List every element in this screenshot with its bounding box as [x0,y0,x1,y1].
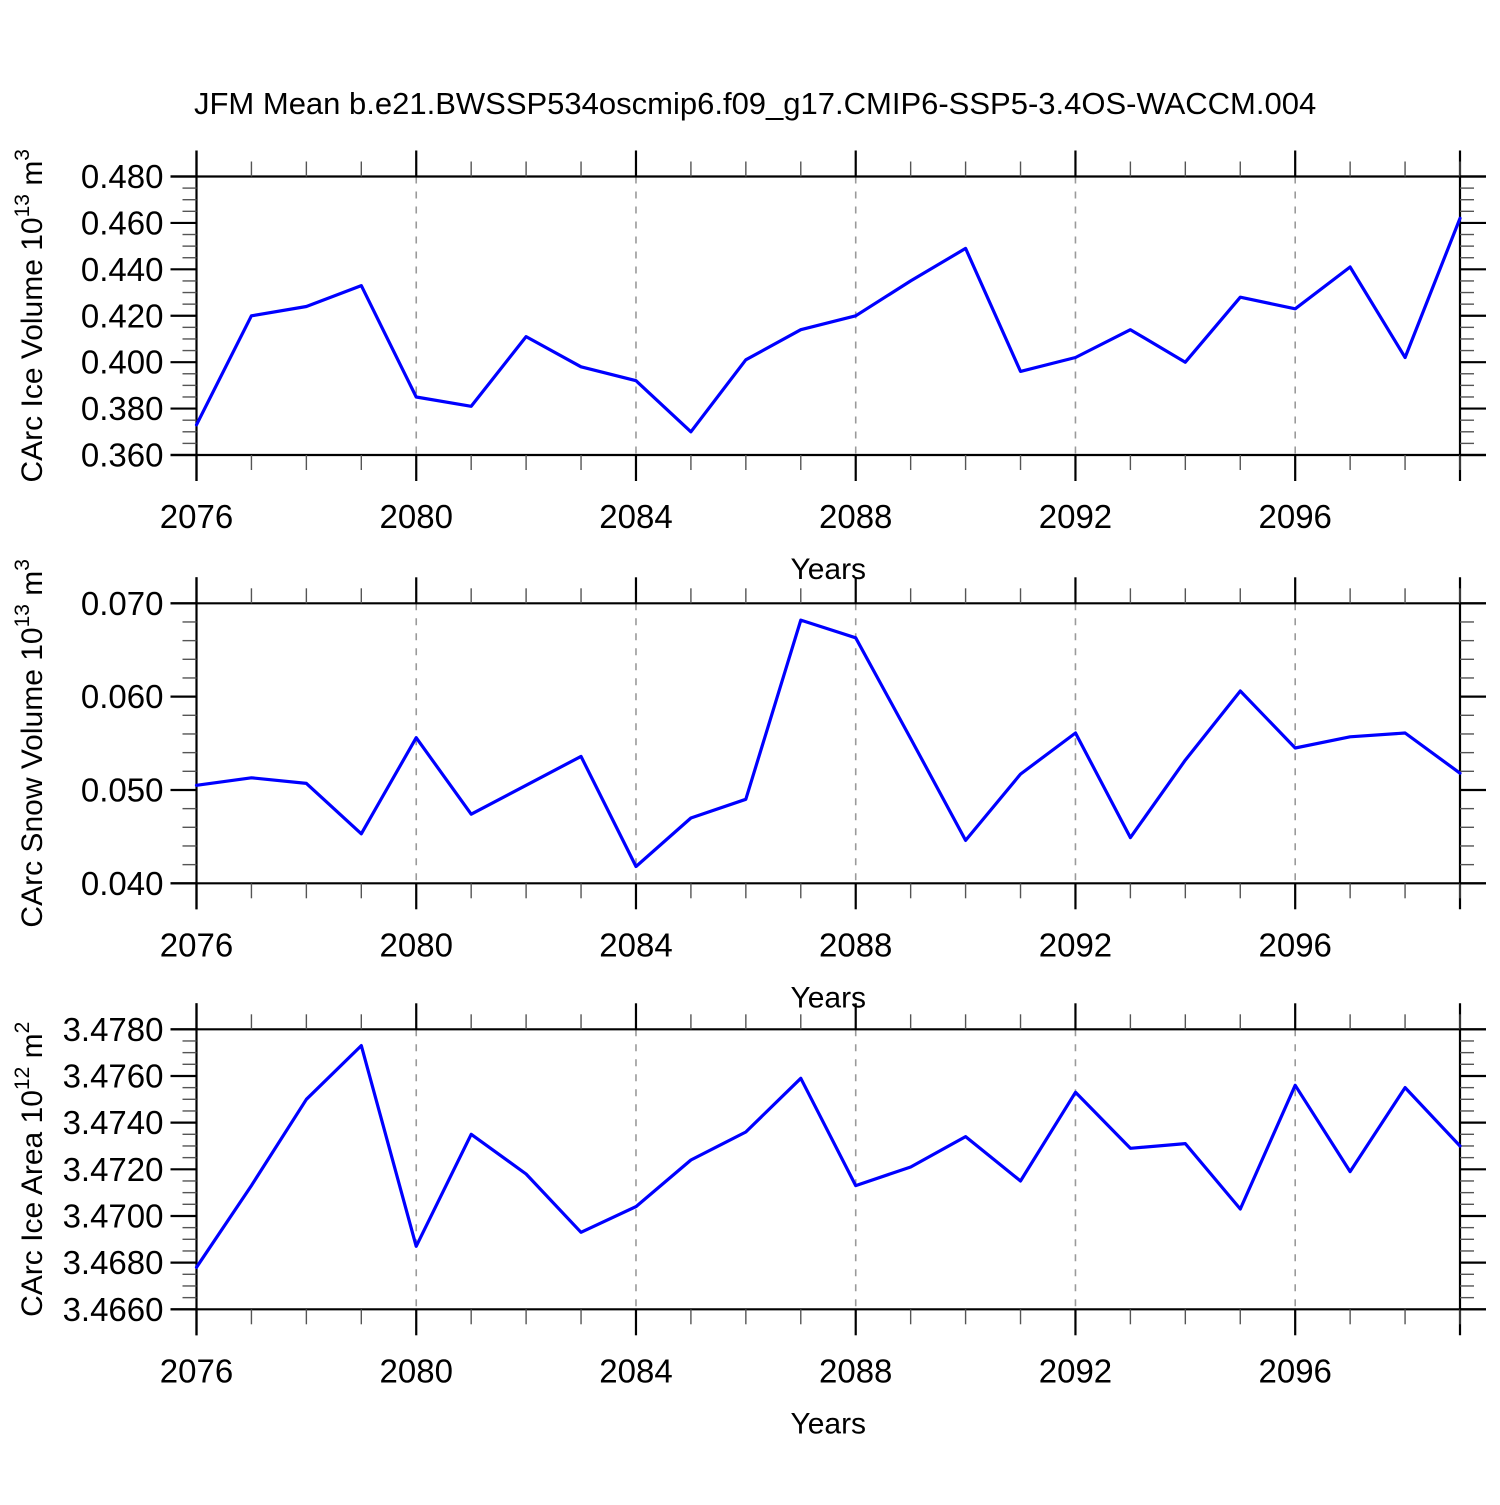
x-tick-label: 2088 [819,1352,892,1389]
x-axis-title: Years [790,1407,866,1440]
x-tick-label: 2096 [1258,926,1331,963]
x-tick-label: 2076 [160,1352,233,1389]
y-tick-label: 3.4720 [63,1151,164,1188]
y-tick-label: 0.040 [81,865,164,902]
y-tick-label: 0.380 [81,390,164,427]
panel-carc-ice-volume: 0.360 0.380 0.400 0.420 0.440 0.460 0.480 2076 2… [11,149,1486,586]
data-line-carc-ice-volume [194,216,1462,434]
y-tick-label: 0.070 [81,585,164,622]
y-tick-label: 3.4780 [63,1011,164,1048]
x-tick-label: 2080 [380,498,453,535]
y-tick-label: 0.480 [81,158,164,195]
x-tick-label: 2088 [819,926,892,963]
panel-carc-snow-volume: 0.040 0.050 0.060 0.070 2076 2080 2084 2088 2092… [11,559,1486,1014]
y-tick-label: 0.460 [81,204,164,241]
panel-carc-ice-area: 3.4660 3.4680 3.4700 3.4720 3.4740 3.4760 3.47… [11,1003,1486,1440]
data-line-carc-ice-area [194,1043,1462,1269]
data-line-carc-snow-volume [194,618,1462,869]
y-tick-label: 0.050 [81,771,164,808]
y-tick-label: 3.4700 [63,1197,164,1234]
y-tick-label: 3.4680 [63,1244,164,1281]
y-axis-title: CArc Ice Area 1012 m2 [11,1022,49,1317]
figure-title: JFM Mean b.e21.BWSSP534oscmip6.f09_g17.C… [194,86,1316,121]
y-tick-label: 0.440 [81,251,164,288]
y-axis-title: CArc Snow Volume 1013 m3 [11,559,49,928]
x-tick-label: 2088 [819,498,892,535]
y-tick-label: 0.400 [81,344,164,381]
x-tick-label: 2096 [1258,498,1331,535]
y-tick-label: 3.4660 [63,1291,164,1328]
x-axis-title: Years [790,981,866,1014]
y-axis-title: CArc Ice Volume 1013 m3 [11,149,49,483]
x-tick-label: 2092 [1039,926,1112,963]
x-axis-title: Years [790,553,866,586]
y-tick-label: 0.360 [81,437,164,474]
x-tick-label: 2076 [160,926,233,963]
x-tick-label: 2084 [599,926,672,963]
y-tick-label: 3.4740 [63,1104,164,1141]
y-tick-label: 3.4760 [63,1057,164,1094]
x-tick-label: 2076 [160,498,233,535]
x-tick-label: 2080 [380,1352,453,1389]
x-tick-label: 2080 [380,926,453,963]
x-tick-label: 2084 [599,1352,672,1389]
x-tick-label: 2096 [1258,1352,1331,1389]
x-tick-label: 2092 [1039,1352,1112,1389]
x-tick-label: 2084 [599,498,672,535]
y-tick-label: 0.060 [81,678,164,715]
x-tick-label: 2092 [1039,498,1112,535]
y-tick-label: 0.420 [81,297,164,334]
